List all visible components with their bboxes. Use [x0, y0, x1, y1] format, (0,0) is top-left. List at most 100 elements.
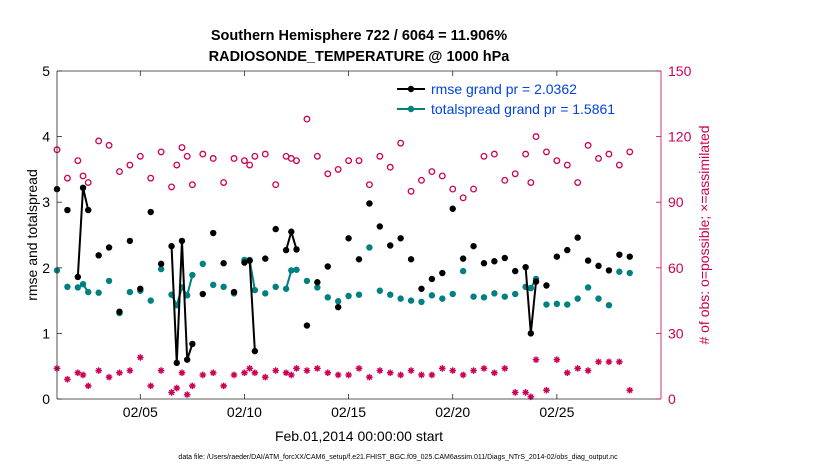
- totalspread-point: [105, 277, 113, 285]
- rmse-point: [95, 252, 102, 259]
- obs-possible-point: [532, 133, 540, 141]
- rmse-point: [189, 340, 196, 348]
- y-left-tick-label: 2: [42, 260, 50, 276]
- x-axis: 02/05 02/10 02/15 02/20 02/25: [123, 71, 575, 420]
- rmse-point: [459, 255, 467, 262]
- obs-possible-point: [334, 165, 342, 173]
- obs-assimilated-point: [157, 367, 165, 374]
- totalspread-point: [366, 244, 373, 251]
- obs-assimilated-point: [241, 369, 248, 377]
- obs-possible-point: [272, 181, 280, 189]
- obs-possible-point: [303, 115, 311, 123]
- y-right-tick-label: 0: [668, 391, 676, 407]
- rmse-point: [324, 263, 331, 270]
- totalspread-point: [282, 285, 290, 292]
- rmse-point: [407, 256, 415, 263]
- totalspread-point: [501, 293, 508, 300]
- y-left-tick-label: 5: [42, 63, 50, 79]
- obs-possible-point: [173, 161, 181, 169]
- obs-possible-point: [95, 137, 103, 145]
- rmse-point: [605, 267, 613, 274]
- totalspread-point: [251, 286, 259, 294]
- obs-possible-point: [527, 179, 535, 186]
- y-left-tick-label: 4: [42, 129, 50, 145]
- obs-assimilated-point: [168, 389, 175, 396]
- rmse-point: [74, 273, 82, 281]
- obs-assimilated-point: [605, 358, 613, 366]
- obs-possible-point: [397, 139, 405, 147]
- obs-possible-point: [626, 148, 634, 156]
- obs-possible-point: [584, 141, 592, 149]
- obs-assimilated-point: [527, 393, 535, 401]
- obs-assimilated-point: [220, 382, 227, 390]
- obs-possible-point: [542, 148, 550, 156]
- x-tick-label: 02/25: [539, 404, 574, 420]
- obs-markers: [53, 115, 634, 401]
- rmse-point: [584, 257, 592, 264]
- obs-assimilated-point: [105, 373, 113, 381]
- rmse-point: [173, 359, 180, 367]
- rmse-point: [616, 251, 623, 258]
- rmse-point: [626, 253, 633, 260]
- rmse-point: [522, 263, 529, 271]
- obs-possible-point: [376, 152, 384, 160]
- obs-assimilated-point: [449, 367, 457, 374]
- obs-assimilated-point: [459, 371, 467, 379]
- obs-assimilated-point: [480, 365, 488, 372]
- totalspread-point: [293, 266, 300, 273]
- obs-assimilated-point: [397, 371, 404, 379]
- obs-possible-point: [188, 181, 196, 189]
- obs-possible-point: [313, 152, 321, 160]
- obs-assimilated-point: [84, 382, 92, 390]
- rmse-point: [199, 290, 206, 298]
- totalspread-point: [334, 298, 342, 305]
- totalspread-point: [314, 284, 321, 291]
- rmse-point: [251, 347, 259, 355]
- y-right-tick-label: 120: [668, 129, 692, 145]
- totalspread-point: [147, 297, 154, 304]
- obs-possible-point: [105, 141, 113, 149]
- obs-assimilated-point: [64, 376, 71, 383]
- rmse-point: [376, 223, 384, 230]
- obs-assimilated-point: [532, 356, 540, 363]
- obs-assimilated-point: [584, 367, 592, 374]
- rmse-point: [439, 269, 446, 277]
- obs-assimilated-point: [491, 369, 498, 377]
- obs-possible-point: [324, 170, 332, 178]
- obs-possible-point: [386, 163, 394, 171]
- obs-assimilated-point: [376, 367, 384, 374]
- plot-frame: [57, 71, 661, 399]
- legend-spread-label: totalspread grand pr = 1.5861: [431, 101, 615, 117]
- totalspread-point: [387, 291, 394, 298]
- totalspread-point: [189, 271, 196, 279]
- legend: rmse grand pr = 2.0362 totalspread grand…: [397, 81, 615, 117]
- totalspread-point: [324, 294, 331, 301]
- rmse-point: [79, 184, 87, 191]
- totalspread-point: [183, 292, 191, 299]
- obs-assimilated-point: [95, 367, 102, 374]
- obs-possible-point: [147, 174, 155, 182]
- x-tick-label: 02/20: [435, 404, 470, 420]
- rmse-point: [137, 285, 144, 292]
- obs-assimilated-point: [272, 367, 279, 374]
- rmse-point: [470, 242, 477, 250]
- rmse-point: [345, 235, 352, 242]
- totalspread-point: [199, 260, 206, 268]
- obs-possible-point: [605, 150, 613, 158]
- rmse-point: [220, 260, 227, 267]
- totalspread-point: [85, 288, 92, 296]
- obs-assimilated-point: [137, 354, 144, 361]
- legend-rmse-label: rmse grand pr = 2.0362: [431, 81, 577, 97]
- obs-possible-point: [63, 174, 71, 182]
- rmse-point: [293, 246, 300, 253]
- rmse-point: [303, 322, 311, 329]
- obs-assimilated-point: [366, 373, 373, 381]
- obs-assimilated-point: [324, 369, 332, 377]
- totalspread-point: [74, 284, 82, 291]
- rmse-point: [210, 229, 217, 237]
- rmse-point: [64, 206, 71, 214]
- obs-possible-point: [407, 187, 415, 195]
- totalspread-point: [303, 277, 311, 285]
- obs-assimilated-point: [501, 365, 509, 372]
